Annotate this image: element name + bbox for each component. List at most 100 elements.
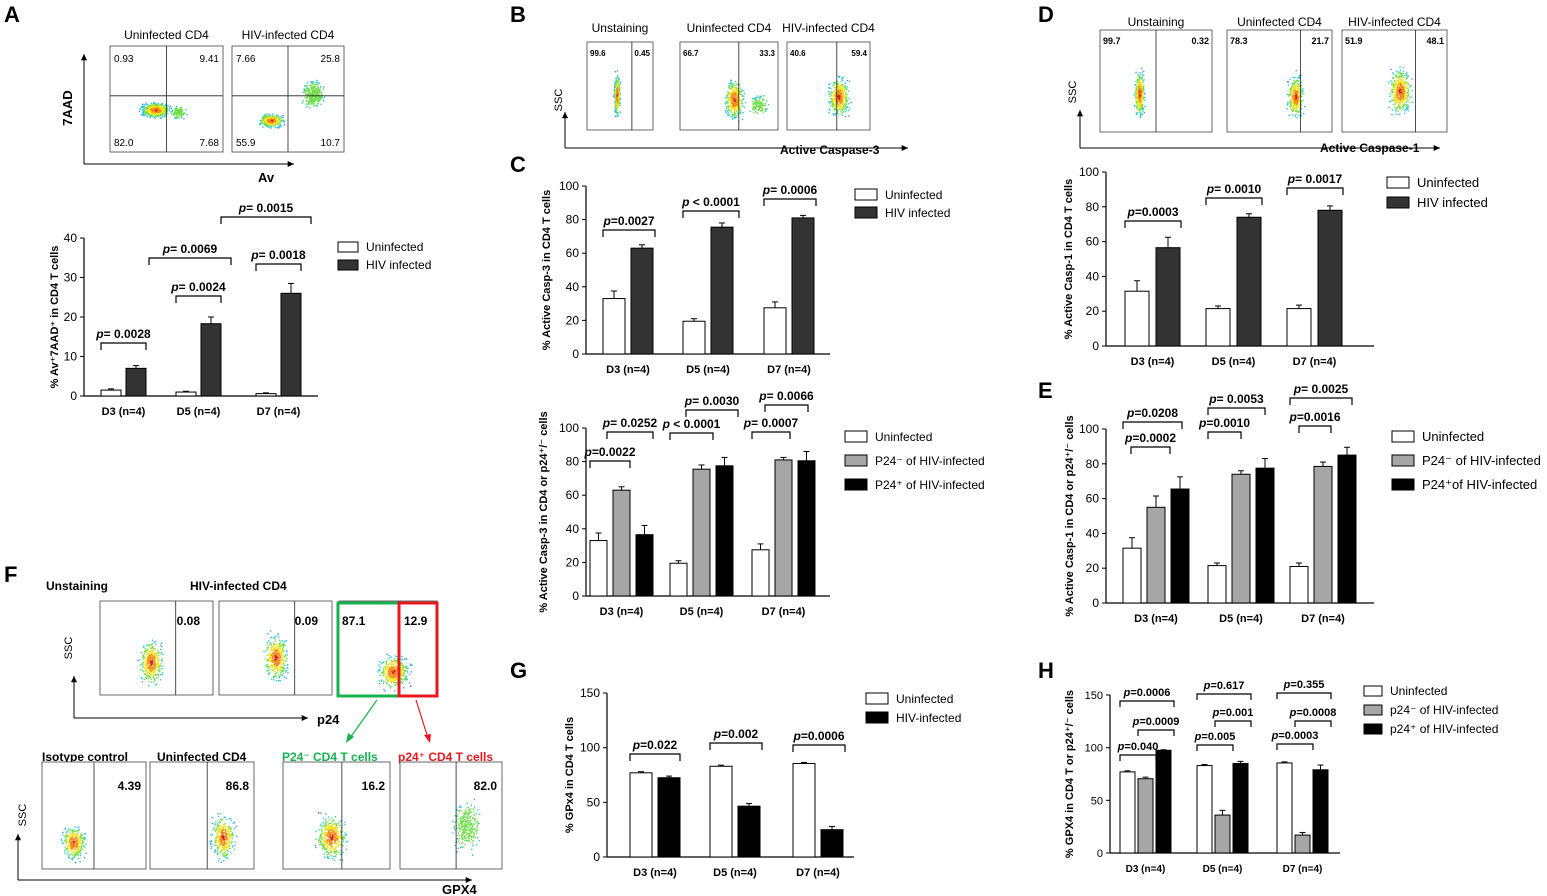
flow-plot-F [99, 600, 214, 696]
flow-dot [835, 108, 837, 111]
flow-dot [313, 92, 315, 94]
flow-dot [830, 94, 832, 96]
flow-dot [830, 101, 832, 103]
flow-dot [147, 674, 149, 677]
flow-dot [154, 668, 156, 670]
flow-dot [1411, 101, 1414, 103]
flow-dot [1398, 79, 1401, 81]
flow-dot [1393, 98, 1396, 100]
flow-dot [156, 103, 158, 105]
flow-dot [1141, 87, 1143, 89]
flow-dot [1403, 94, 1405, 96]
flow-dot [68, 855, 70, 857]
flow-dot [146, 676, 149, 678]
flow-dot [618, 102, 620, 104]
flow-dot [1405, 97, 1408, 99]
flow-dot [838, 100, 840, 102]
flow-dot [1141, 92, 1144, 94]
flow-dot [753, 102, 756, 105]
flow-dot [151, 106, 153, 108]
flow-dot [843, 103, 845, 105]
flow-dot [147, 111, 149, 113]
flow-dot [1394, 91, 1396, 94]
flow-dot [1136, 106, 1138, 108]
flow-dot [67, 857, 70, 859]
flow-dot [317, 96, 319, 98]
flow-dot [761, 105, 763, 107]
flow-dot [396, 668, 398, 670]
panel-letter-F: F [4, 562, 17, 587]
flow-dot [834, 100, 836, 102]
flow-dot [147, 660, 149, 662]
flow-dot [615, 85, 617, 88]
flow-dot [385, 681, 387, 684]
flow-dot [279, 639, 281, 642]
flow-dot [1400, 76, 1402, 78]
flow-dot [275, 643, 278, 645]
flow-dot [157, 655, 160, 657]
flow-dot [616, 77, 618, 79]
flow-dot [279, 662, 281, 664]
flow-dot [305, 89, 307, 91]
flow-dot [311, 90, 313, 92]
flow-dot [1144, 92, 1146, 94]
flow-dot [1400, 87, 1402, 89]
flow-dot [272, 117, 274, 119]
flow-dot [150, 666, 153, 668]
flow-dot [392, 676, 395, 679]
flow-dot [843, 107, 846, 110]
flow-dot [176, 109, 178, 111]
flow-dot [151, 643, 154, 645]
flow-dot [151, 650, 154, 652]
gate-value: 51.9 [1345, 36, 1363, 46]
flow-dot [150, 653, 152, 655]
flow-dot [173, 109, 176, 111]
flow-dot [828, 86, 830, 88]
flow-title: Uninfected CD4 [124, 28, 209, 42]
flow-dot [756, 100, 758, 102]
flow-dot [155, 653, 158, 655]
flow-dot [1296, 110, 1298, 112]
flow-dot [740, 112, 742, 114]
flow-dot [1391, 83, 1393, 85]
flow-dot [273, 116, 275, 119]
flow-title: HIV-infected CD4 [782, 21, 875, 35]
flow-dot [181, 111, 183, 113]
flow-dot [837, 86, 839, 88]
flow-dot [848, 80, 850, 82]
flow-dot [1297, 99, 1300, 102]
flow-dot [148, 645, 151, 647]
flow-dot [1403, 70, 1405, 73]
flow-title: Unstaining [592, 21, 649, 35]
flow-dot [838, 89, 840, 91]
flow-dot [752, 107, 754, 109]
flow-dot [1143, 93, 1146, 95]
flow-dot [1406, 72, 1408, 74]
flow-dot [148, 109, 150, 111]
flow-dot [615, 107, 617, 109]
flow-dot [828, 87, 831, 89]
flow-dot [1391, 90, 1394, 92]
flow-dot [377, 671, 379, 673]
flow-dot [388, 654, 390, 657]
flow-dot [848, 107, 851, 109]
flow-dot [761, 100, 764, 102]
flow-dot [740, 89, 743, 91]
flow-dot [396, 666, 399, 668]
gate-value: 40.6 [790, 49, 806, 58]
flow-dot [616, 98, 618, 101]
flow-dot [396, 668, 398, 671]
flow-dot [386, 671, 388, 673]
flow-dot [728, 83, 730, 85]
flow-dot [273, 637, 275, 639]
flow-dot [393, 678, 395, 680]
flow-dot [767, 103, 770, 106]
flow-dot [270, 122, 272, 124]
flow-dot [266, 117, 268, 119]
flow-dot [158, 103, 160, 105]
flow-dot [734, 93, 736, 95]
flow-dot [145, 667, 147, 669]
flow-dot [309, 91, 311, 94]
flow-dot [141, 666, 144, 668]
flow-dot [387, 666, 389, 669]
